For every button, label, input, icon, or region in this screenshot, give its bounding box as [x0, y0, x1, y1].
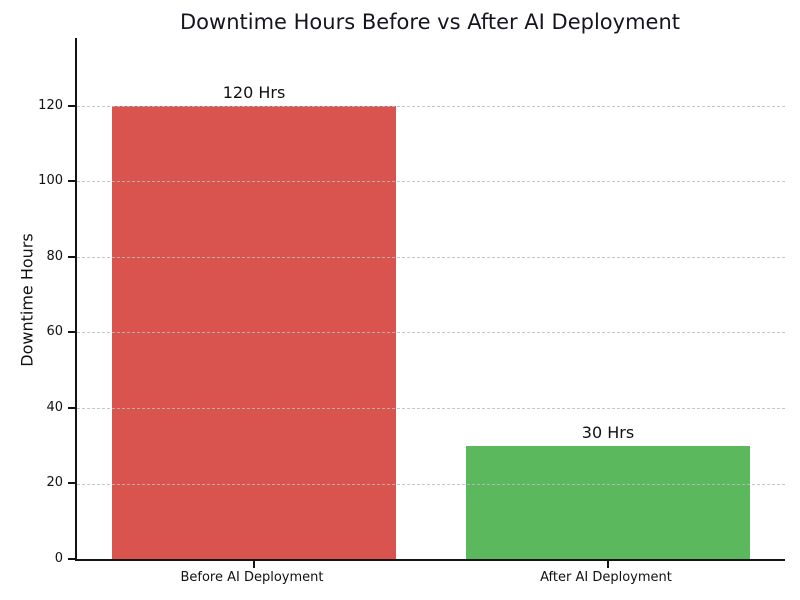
bar-value-label-after-ai-deployment: 30 Hrs	[581, 422, 635, 442]
y-tick-mark-40	[68, 406, 75, 409]
chart-title: Downtime Hours Before vs After AI Deploy…	[180, 10, 680, 34]
y-tick-label-80: 80	[46, 248, 63, 264]
gridline-y-100	[77, 181, 785, 183]
y-tick-mark-20	[68, 482, 75, 485]
y-tick-label-60: 60	[46, 324, 63, 340]
y-tick-mark-80	[68, 255, 75, 258]
y-tick-mark-120	[68, 104, 75, 107]
plot-area: 120 Hrs 30 Hrs	[68, 38, 785, 568]
gridline-y-40	[77, 408, 785, 409]
gridline-y-80	[77, 256, 785, 258]
x-tick-label-after-ai-deployment: After AI Deployment	[540, 570, 672, 585]
y-tick-label-40: 40	[46, 399, 63, 415]
bar-value-label-before-ai-deployment: 120 Hrs	[222, 82, 286, 102]
x-tick-mark-after-ai-deployment	[607, 561, 609, 568]
y-tick-label-120: 120	[38, 97, 63, 113]
gridline-y-20	[77, 483, 785, 485]
y-tick-mark-0	[68, 558, 75, 560]
y-tick-label-0: 0	[54, 551, 63, 566]
y-tick-mark-100	[68, 180, 75, 183]
x-axis-tick-labels: Before AI Deployment After AI Deployment	[75, 561, 785, 591]
gridline-y-120	[77, 105, 785, 107]
gridline-y-60	[77, 332, 785, 334]
x-tick-label-before-ai-deployment: Before AI Deployment	[180, 570, 324, 585]
y-tick-label-20: 20	[46, 475, 63, 491]
x-tick-mark-before-ai-deployment	[253, 561, 255, 568]
y-tick-mark-60	[68, 331, 75, 334]
y-axis-tick-labels: 0 20 40 60 80 100 120	[0, 38, 75, 566]
y-tick-label-100: 100	[38, 173, 63, 189]
bar-after-ai-deployment	[465, 445, 751, 559]
